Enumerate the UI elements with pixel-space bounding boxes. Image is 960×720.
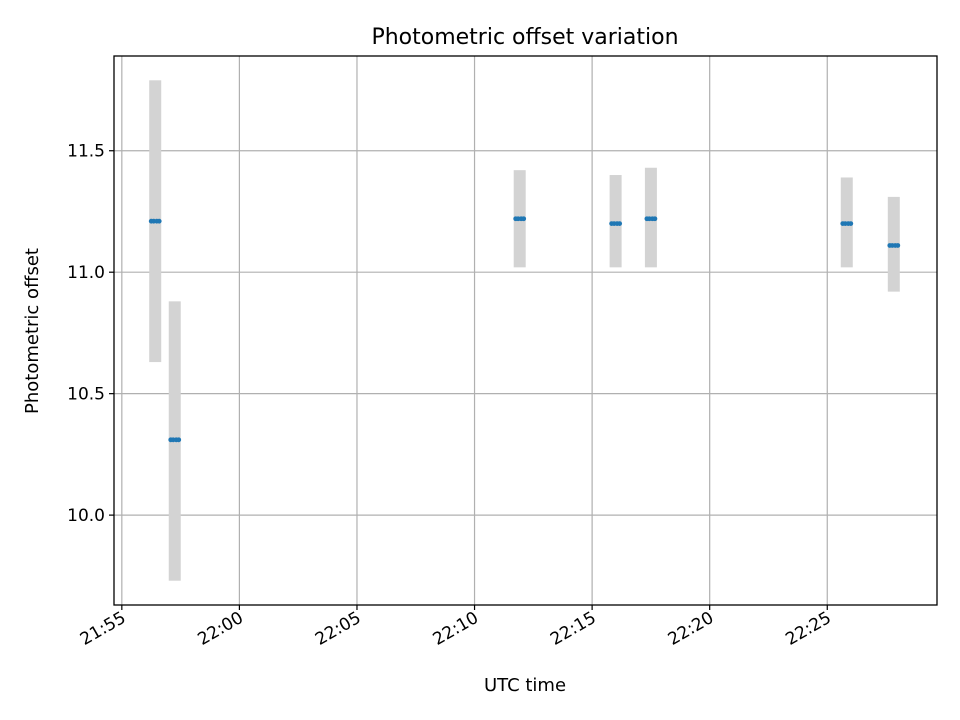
y-tick-label: 10.0 (67, 506, 105, 526)
plot-frame (113, 55, 938, 606)
x-axis-label: UTC time (484, 675, 566, 696)
tick-layer: 21:55 22:00 22:05 22:10 22:15 22:20 22:25 10.0 1… (67, 142, 835, 650)
data-point (176, 437, 182, 443)
chart-title: Photometric offset variation (371, 25, 678, 50)
error-bar (609, 175, 622, 268)
data-point (652, 216, 658, 222)
x-tick-label: 22:25 (782, 608, 834, 650)
x-tick-label: 22:05 (312, 608, 364, 650)
y-tick-label: 11.0 (67, 263, 105, 283)
data-point (156, 218, 162, 224)
data-point (895, 243, 901, 248)
data-point (848, 221, 854, 227)
x-tick-label: 21:55 (77, 608, 129, 650)
y-tick-label: 10.5 (67, 385, 105, 405)
x-tick-label: 22:10 (430, 608, 482, 650)
data-point (521, 216, 527, 222)
errorbar-layer (149, 80, 900, 581)
y-tick-label: 11.5 (67, 142, 105, 162)
y-axis-label: Photometric offset (22, 248, 43, 414)
x-tick-label: 22:00 (194, 608, 246, 650)
point-layer (148, 216, 901, 443)
x-tick-label: 22:15 (547, 608, 599, 650)
grid-layer (114, 56, 937, 605)
x-tick-label: 22:20 (665, 608, 717, 650)
data-point (617, 221, 623, 227)
